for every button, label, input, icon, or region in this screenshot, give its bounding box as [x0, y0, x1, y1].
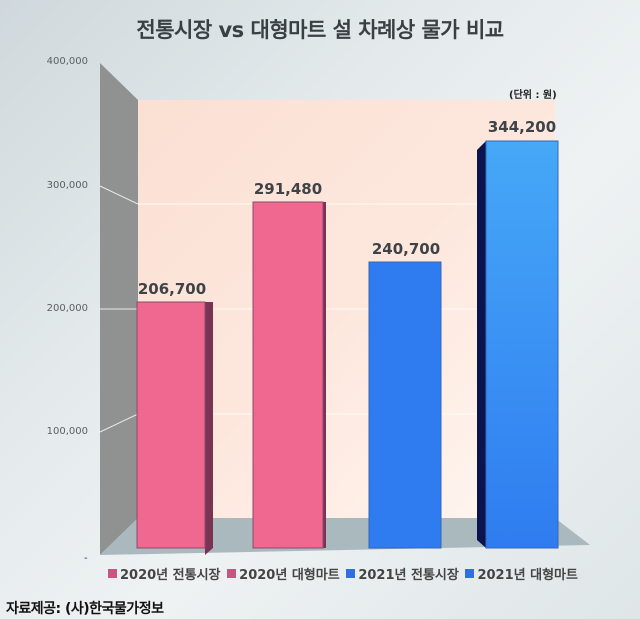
unit-label: (단위 : 원): [509, 90, 557, 101]
legend-swatch-icon: [227, 568, 237, 578]
y-tick-label: 100,000: [46, 426, 88, 437]
legend-swatch-icon: [108, 568, 117, 578]
bar-2020-hypermarket: [252, 201, 326, 549]
bar-2020-traditional-market: [136, 301, 213, 555]
y-tick-label: 200,000: [46, 303, 88, 314]
legend-item-2020-hypermarket: 2020년 대형마트: [227, 564, 340, 583]
bar-value-label: 240,700: [371, 240, 441, 258]
legend-label: 2020년 전통시장: [120, 567, 221, 583]
legend-label: 2020년 대형마트: [239, 567, 340, 583]
chart-title: 전통시장 vs 대형마트 설 차례상 물가 비교: [136, 18, 504, 42]
legend-swatch-icon: [346, 568, 356, 578]
bar-2021-hypermarket: [477, 140, 559, 549]
chart-legend: 2020년 전통시장 2020년 대형마트 2021년 전통시장 2021년 대…: [108, 559, 578, 587]
legend-swatch-icon: [465, 568, 475, 578]
legend-item-2021-hypermarket: 2021년 대형마트: [465, 564, 578, 583]
bar-2021-traditional-market: [368, 261, 442, 549]
bar-value-label: 291,480: [253, 180, 323, 198]
bar-value-label: 344,200: [487, 118, 557, 136]
source-credit: 자료제공: (사)한국물가정보: [6, 601, 164, 617]
bar-value-label: 206,700: [137, 280, 207, 298]
legend-label: 2021년 대형마트: [477, 567, 578, 583]
legend-item-2021-traditional: 2021년 전통시장: [346, 564, 459, 583]
y-tick-zero: -: [84, 553, 88, 564]
floor: [100, 518, 590, 555]
y-tick-label: 300,000: [46, 180, 88, 191]
legend-item-2020-traditional: 2020년 전통시장: [108, 564, 221, 583]
y-tick-label: 400,000: [46, 56, 88, 67]
legend-label: 2021년 전통시장: [358, 567, 459, 583]
